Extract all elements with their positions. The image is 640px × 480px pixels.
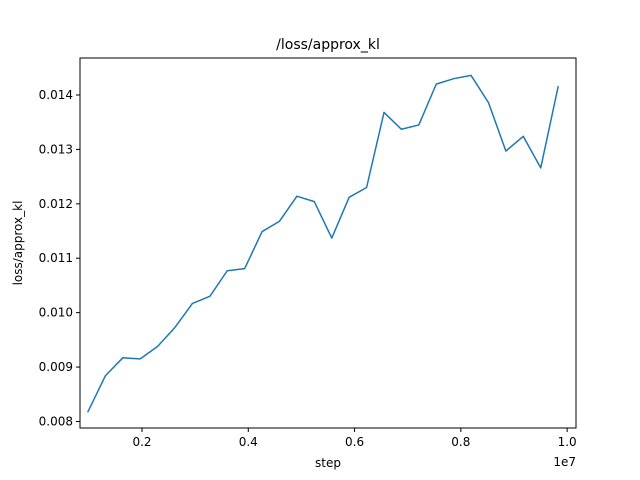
y-tick-label: 0.012	[39, 197, 73, 211]
y-tick-label: 0.010	[39, 306, 73, 320]
series-layer	[86, 74, 559, 413]
y-tick-label: 0.008	[39, 414, 73, 428]
chart-title: /loss/approx_kl	[276, 37, 380, 53]
x-tick-label: 0.8	[451, 435, 470, 449]
y-axis-ticks: 0.008 0.009 0.010 0.011 0.012 0.013 0.014	[39, 88, 80, 428]
y-axis-label: loss/approx_kl	[11, 201, 25, 286]
y-tick-label: 0.009	[39, 360, 73, 374]
x-tick-label: 0.2	[132, 435, 151, 449]
x-axis-ticks: 0.2 0.4 0.6 0.8 1.0	[132, 428, 577, 449]
y-tick-label: 0.014	[39, 88, 73, 102]
x-axis-offset-label: 1e7	[553, 455, 576, 469]
x-tick-label: 0.6	[345, 435, 364, 449]
x-tick-label: 1.0	[558, 435, 577, 449]
x-tick-label: 0.4	[239, 435, 258, 449]
y-tick-label: 0.013	[39, 142, 73, 156]
y-tick-label: 0.011	[39, 251, 73, 265]
series-line-0	[86, 74, 559, 413]
x-axis-label: step	[315, 456, 341, 470]
plot-frame	[79, 57, 577, 429]
